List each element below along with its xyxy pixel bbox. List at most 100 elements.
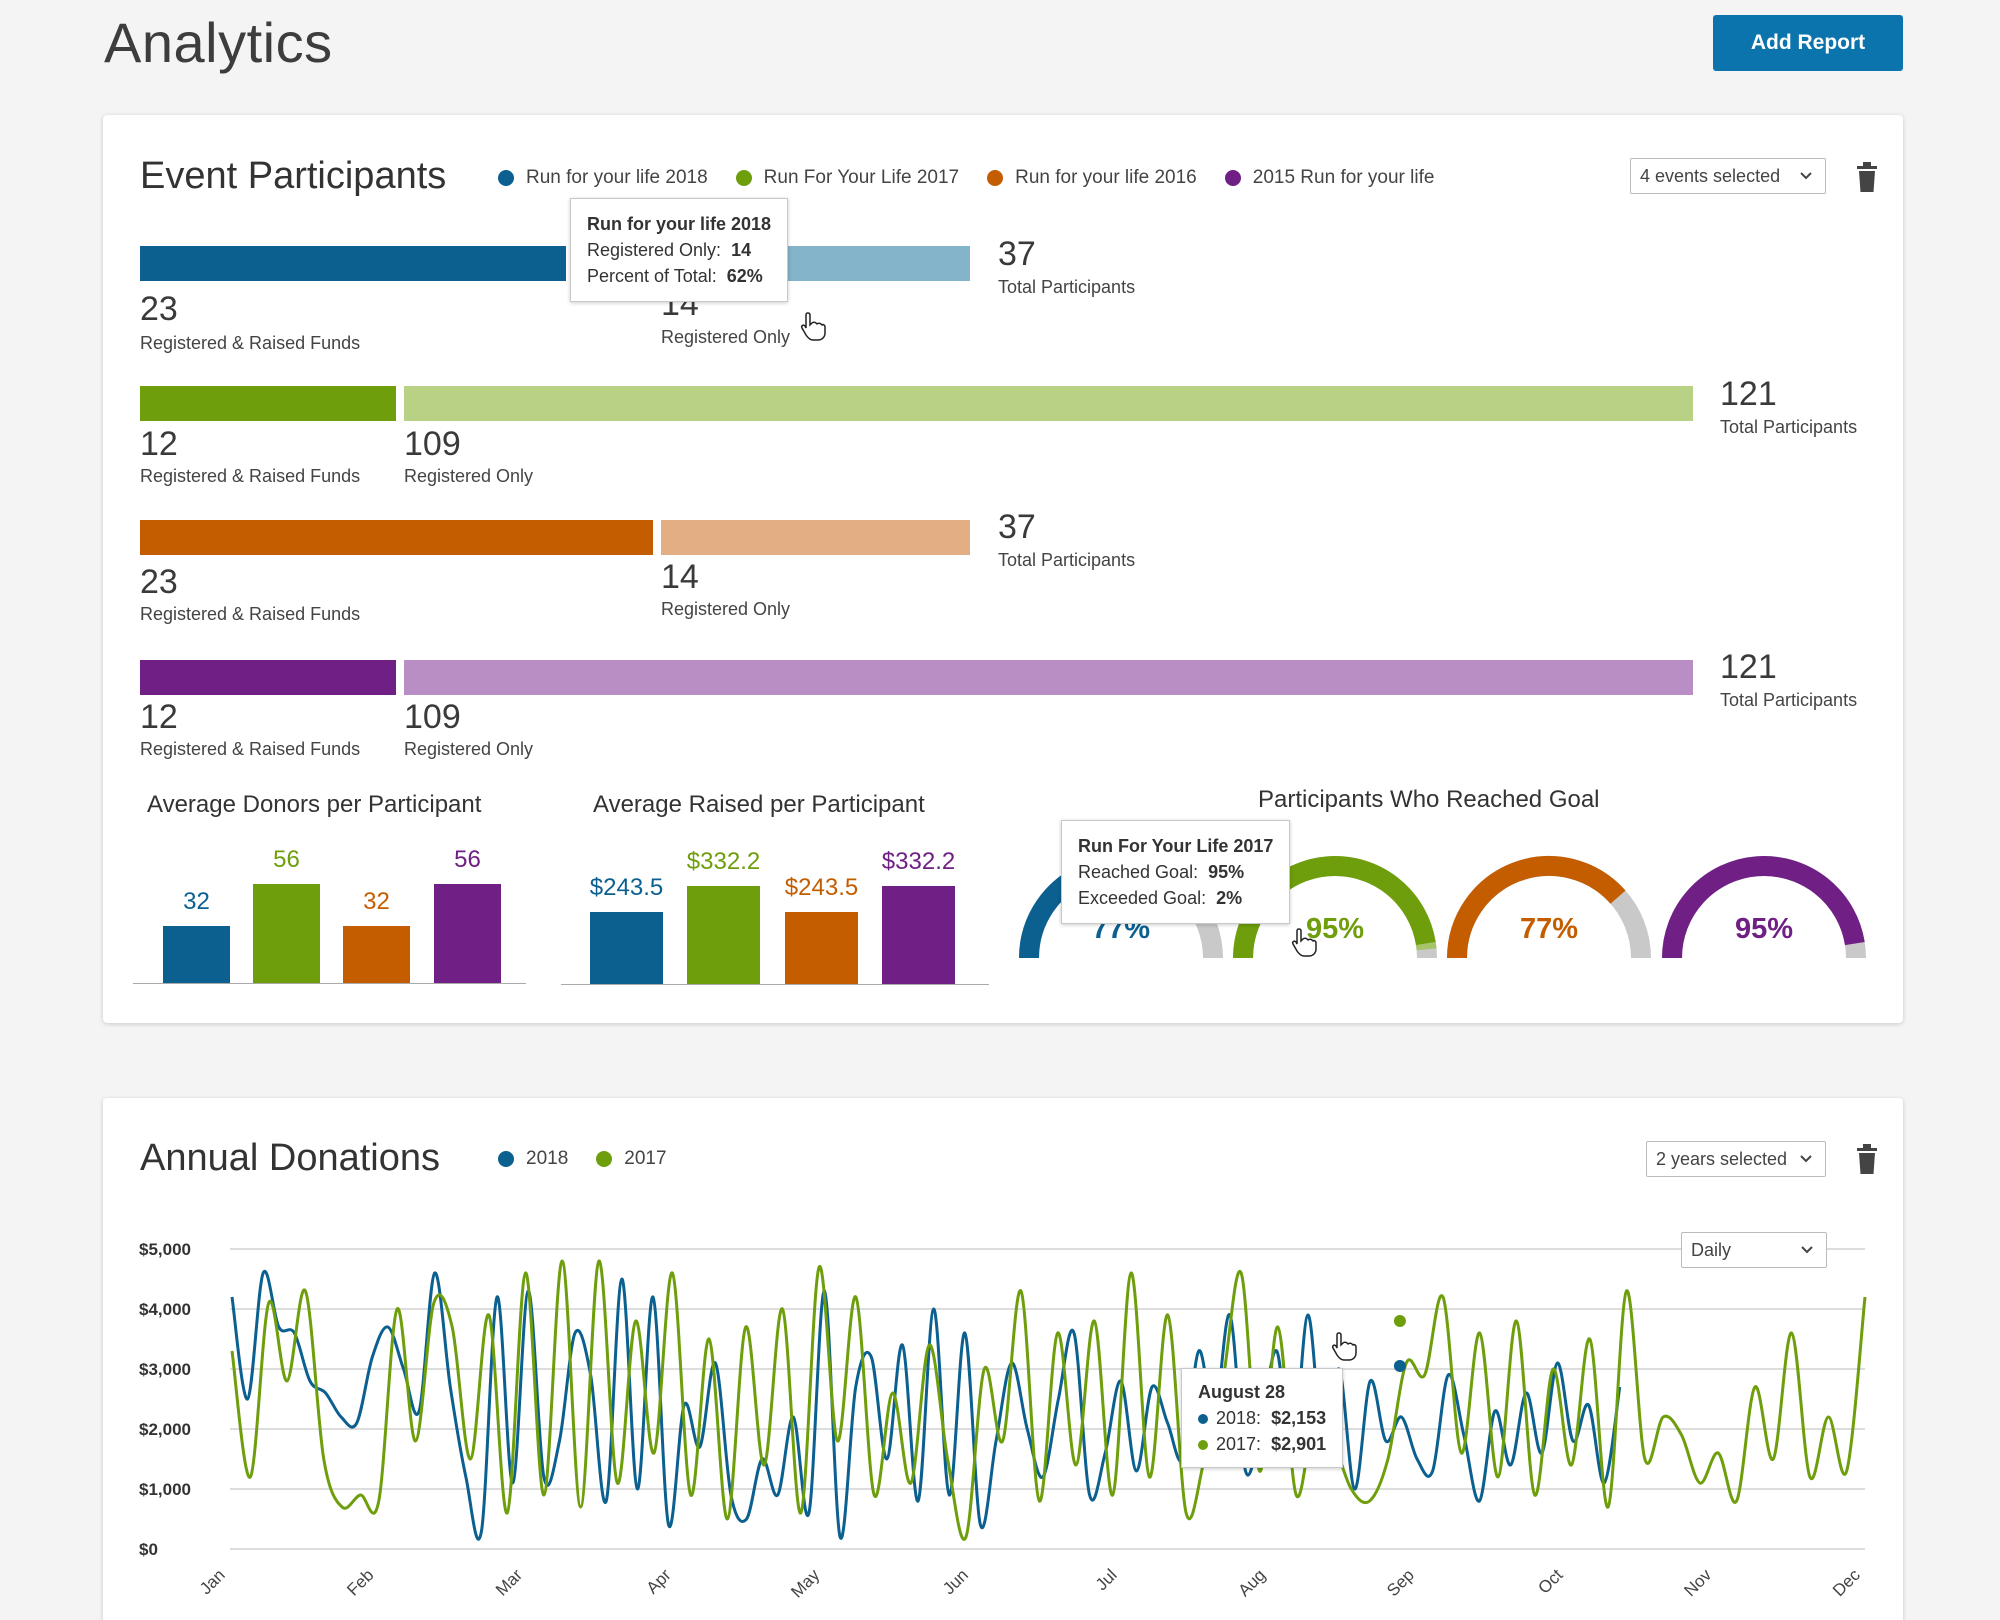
row3-total-label: Total Participants [998, 550, 1136, 570]
events-select[interactable]: 4 events selected [1630, 158, 1826, 194]
tooltip-line-label: 2018: [1216, 1408, 1262, 1428]
gauge-value-label: 95% [1734, 913, 1794, 945]
mini-bar-label: 32 [183, 888, 210, 916]
row1-raised-label: Registered & Raised Funds [140, 333, 361, 353]
legend-item[interactable]: 2018 [498, 1148, 568, 1170]
row3-registered-value: 14 [661, 558, 699, 596]
donations-line-chart[interactable]: $0 $1,000 $2,000 $3,000 $4,000 $5,000 Jan Feb Ma… [103, 1098, 1903, 1620]
hand-cursor-icon [1292, 928, 1317, 957]
mini-bar[interactable] [253, 884, 320, 983]
goal-title: Participants Who Reached Goal [1258, 786, 1600, 813]
legend-dot [498, 170, 514, 186]
tooltip-line-label: Percent of Total: [587, 266, 717, 286]
row2-total-value: 121 [1720, 375, 1777, 413]
trash-icon[interactable] [1855, 162, 1879, 192]
x-tick-label: Dec [1829, 1565, 1864, 1600]
mini-bar[interactable] [687, 886, 760, 984]
tooltip-line: 2017: $2,901 [1198, 1431, 1326, 1457]
mini-bar-label: $243.5 [784, 874, 859, 902]
row4-total-label: Total Participants [1720, 690, 1858, 710]
hover-point-2018 [1393, 1360, 1406, 1372]
y-tick-label: $5,000 [139, 1240, 191, 1259]
row1-registered-label: Registered Only [661, 327, 791, 347]
row3-raised-bar[interactable] [140, 520, 653, 555]
row4-total-value: 121 [1720, 648, 1777, 686]
trash-icon[interactable] [1855, 1144, 1879, 1174]
legend-item[interactable]: Run for your life 2018 [498, 167, 708, 189]
row-tooltip: Run for your life 2018 Registered Only: … [570, 198, 789, 302]
chevron-down-icon [1800, 172, 1812, 180]
x-tick-label: Sep [1383, 1565, 1418, 1600]
row3-registered-bar[interactable] [661, 520, 970, 555]
mini-bar[interactable] [590, 912, 663, 984]
row1-total-label: Total Participants [998, 277, 1136, 297]
x-tick-label: May [787, 1565, 823, 1601]
tooltip-line: Percent of Total: 62% [587, 263, 771, 289]
tooltip-title: Run for your life 2018 [587, 214, 772, 234]
annual-donations-title: Annual Donations [140, 1137, 440, 1179]
row2-registered-bar[interactable] [404, 386, 1693, 421]
event-participants-card: Event Participants Run for your life 201… [103, 115, 1903, 1023]
interval-select-value: Daily [1691, 1239, 1732, 1260]
row2-raised-bar[interactable] [140, 386, 396, 421]
tooltip-dot [1198, 1440, 1208, 1450]
gauge-reached-arc [1662, 856, 1865, 959]
legend-item[interactable]: Run For Your Life 2017 [735, 167, 960, 189]
mini-bar[interactable] [882, 886, 955, 984]
legend-label: 2017 [624, 1148, 667, 1169]
annual-donations-card: Annual Donations 2018 2017 2 years selec… [103, 1098, 1903, 1620]
mini-bar[interactable] [163, 926, 230, 983]
events-select-value: 4 events selected [1640, 165, 1781, 186]
x-tick-label: Jul [1092, 1565, 1121, 1594]
legend-label: Run for your life 2016 [1015, 167, 1197, 188]
row4-raised-bar[interactable] [140, 660, 396, 695]
mini-bar[interactable] [343, 926, 410, 983]
chevron-down-icon [1801, 1246, 1813, 1254]
gauge-value-label: 95% [1305, 913, 1365, 945]
x-tick-label: Mar [492, 1565, 526, 1599]
row2-registered-value: 109 [404, 425, 461, 463]
row2-raised-label: Registered & Raised Funds [140, 466, 361, 486]
mini-bar-label: $332.2 [881, 848, 956, 875]
row4-registered-bar[interactable] [404, 660, 1693, 695]
tooltip-line-label: Reached Goal: [1078, 862, 1199, 882]
goal-gauge[interactable] [1654, 848, 1874, 968]
chevron-down-icon [1800, 1155, 1812, 1163]
y-tick-label: $3,000 [139, 1360, 191, 1379]
legend-item[interactable]: 2017 [596, 1148, 667, 1170]
row4-registered-value: 109 [404, 698, 461, 736]
mini-bar[interactable] [434, 884, 501, 983]
tooltip-title: Run For Your Life 2017 [1078, 836, 1274, 856]
page-title: Analytics [104, 11, 333, 74]
row3-registered-label: Registered Only [661, 599, 791, 619]
tooltip-line: Registered Only: 14 [587, 237, 771, 263]
legend-label: Run For Your Life 2017 [763, 167, 960, 188]
add-report-button[interactable]: Add Report [1713, 15, 1903, 71]
series-line-2017 [230, 1259, 1867, 1541]
years-select[interactable]: 2 years selected [1646, 1141, 1826, 1177]
x-tick-label: Aug [1234, 1565, 1269, 1600]
tooltip-line-value: 62% [726, 266, 763, 286]
x-tick-label: Jun [939, 1565, 972, 1598]
y-tick-label: $4,000 [139, 1300, 191, 1319]
tooltip-line-value: 14 [731, 240, 752, 260]
interval-select[interactable]: Daily [1681, 1232, 1827, 1268]
goal-gauge[interactable] [1439, 848, 1659, 968]
gauge-exceeded-arc [1415, 942, 1437, 951]
x-tick-label: Apr [643, 1565, 675, 1597]
y-tick-label: $0 [139, 1540, 158, 1559]
x-tick-label: Oct [1534, 1565, 1566, 1597]
legend-item[interactable]: Run for your life 2016 [987, 167, 1197, 189]
mini-bar-label: $332.2 [686, 848, 761, 875]
x-tick-label: Feb [343, 1565, 377, 1599]
row1-raised-bar[interactable] [140, 246, 566, 281]
legend-label: 2018 [526, 1148, 569, 1169]
mini-bar[interactable] [785, 912, 858, 984]
hand-cursor-icon [1332, 1332, 1357, 1361]
tooltip-title: August 28 [1198, 1382, 1286, 1402]
tooltip-line-value: $2,153 [1271, 1408, 1327, 1428]
years-select-value: 2 years selected [1656, 1148, 1788, 1169]
mini-bar-label: $243.5 [589, 874, 664, 902]
row3-total-value: 37 [998, 508, 1036, 546]
legend-item[interactable]: 2015 Run for your life [1224, 167, 1434, 189]
